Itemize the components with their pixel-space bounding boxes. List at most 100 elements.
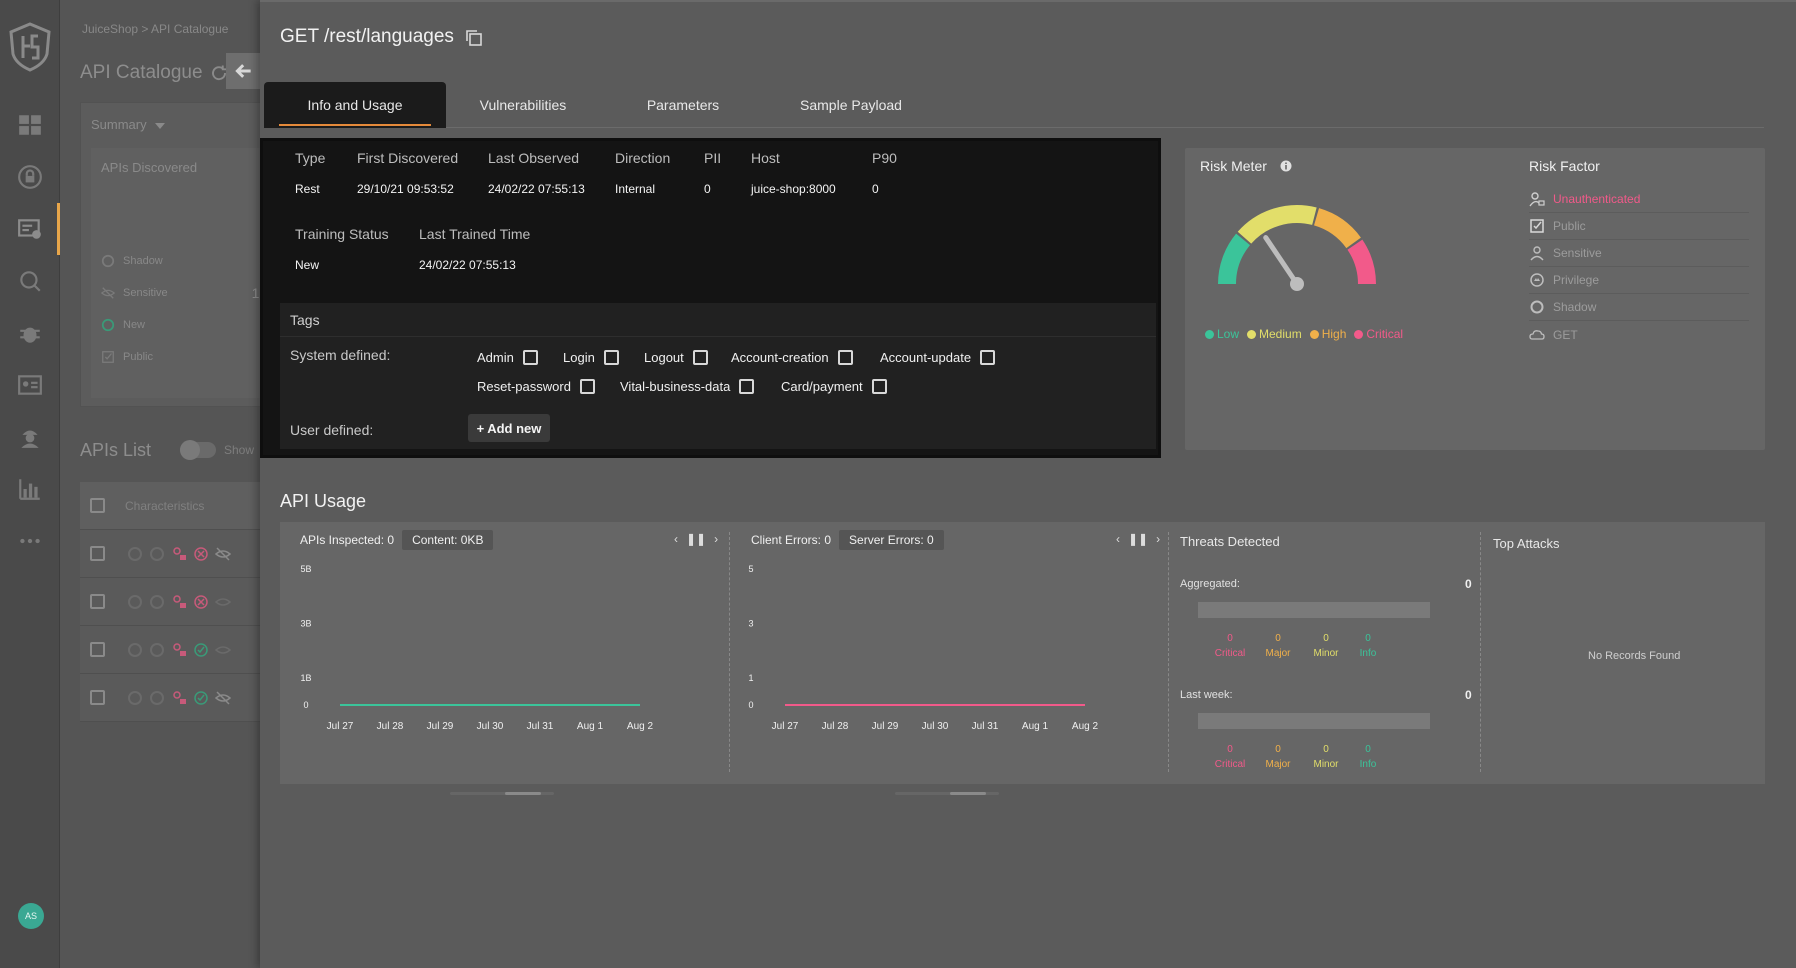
api-usage-title: API Usage	[280, 491, 367, 511]
tag-logout-checkbox[interactable]	[692, 350, 708, 365]
first-discovered-header: First Discovered	[357, 150, 459, 166]
gauge-arc-high	[1313, 208, 1361, 249]
tag-logout[interactable]: Logout	[644, 350, 708, 365]
chart-divider	[1168, 532, 1169, 772]
apis-list-title: APIs List	[80, 440, 152, 460]
tag-admin[interactable]: Admin	[477, 350, 538, 365]
table-row[interactable]	[80, 578, 260, 626]
tag-card-payment[interactable]: Card/payment	[781, 379, 887, 394]
content-pill[interactable]: Content: 0KB	[402, 530, 494, 550]
tag-login-checkbox[interactable]	[603, 350, 619, 365]
table-row[interactable]	[80, 530, 260, 578]
breadcrumb[interactable]: JuiceShop > API Catalogue	[82, 22, 229, 36]
direction-value: Internal	[615, 182, 656, 196]
risk-factor-shadow: Shadow	[1529, 294, 1749, 321]
prev-chevron-icon[interactable]: ‹	[1116, 532, 1120, 546]
tab-info-and-usage[interactable]: Info and Usage	[264, 82, 446, 128]
row-checkbox[interactable]	[90, 642, 105, 657]
chart-scrollbar-thumb[interactable]	[950, 792, 986, 795]
errors-chart: 0 1 3 5 Jul 27 Jul 28 Jul 29 Jul 30 Jul 31 Aug 1 A…	[748, 564, 1098, 732]
agg-critical-label: Critical	[1214, 648, 1246, 659]
copy-icon[interactable]	[464, 28, 484, 48]
discovered-shadow-row[interactable]: Shadow33	[101, 252, 260, 270]
tag-account-creation[interactable]: Account-creation	[731, 350, 853, 365]
lw-minor-value: 0	[1323, 744, 1329, 755]
discovered-sensitive-row[interactable]: Sensitive198	[101, 284, 260, 302]
discovered-public-row[interactable]: Public2	[101, 348, 260, 366]
aggregated-bar	[1198, 602, 1430, 618]
bug-icon[interactable]	[16, 319, 44, 347]
chart-scrollbar-thumb[interactable]	[505, 792, 541, 795]
tab-sample-payload[interactable]: Sample Payload	[800, 97, 902, 113]
tag-account-update-checkbox[interactable]	[980, 350, 996, 365]
pause-icon[interactable]: ❚❚	[686, 532, 707, 546]
table-row[interactable]	[80, 674, 260, 722]
info-icon[interactable]	[1280, 160, 1292, 172]
last-trained-value: 24/02/22 07:55:13	[419, 258, 516, 272]
tag-admin-checkbox[interactable]	[522, 350, 538, 365]
more-options-icon[interactable]	[16, 527, 44, 555]
tag-reset-password[interactable]: Reset-password	[477, 379, 595, 394]
add-new-tag-button[interactable]: + Add new	[468, 414, 550, 442]
select-all-checkbox[interactable]	[90, 498, 105, 513]
lw-minor-label: Minor	[1313, 759, 1339, 770]
lw-major-label: Major	[1265, 759, 1291, 770]
x-tick-label: Jul 29	[427, 721, 454, 732]
next-chevron-icon[interactable]: ›	[1156, 532, 1161, 546]
tag-login[interactable]: Login	[563, 350, 619, 365]
tag-vital-business-data[interactable]: Vital-business-data	[620, 379, 755, 394]
row-checkbox[interactable]	[90, 690, 105, 705]
circle-icon	[128, 594, 142, 609]
dashboard-icon[interactable]	[16, 111, 44, 139]
table-header-row: Characteristics	[80, 482, 260, 530]
lw-major-value: 0	[1275, 744, 1281, 755]
refresh-icon[interactable]	[210, 64, 228, 82]
next-chevron-icon[interactable]: ›	[714, 532, 719, 546]
hacker-icon[interactable]	[16, 423, 44, 451]
security-lock-icon[interactable]	[16, 163, 44, 191]
legend-critical: Critical	[1354, 327, 1403, 341]
user-avatar[interactable]: AS	[18, 903, 44, 929]
pii-header: PII	[704, 150, 722, 166]
new-badge-icon	[101, 318, 115, 332]
risk-factor-title: Risk Factor	[1529, 158, 1600, 174]
circle-icon	[128, 690, 142, 705]
chart-scrollbar-track[interactable]	[450, 792, 554, 795]
search-scan-icon[interactable]	[16, 267, 44, 295]
tag-vital-business-data-checkbox[interactable]	[739, 379, 755, 394]
collapse-back-button[interactable]	[226, 53, 260, 89]
agg-major-value: 0	[1275, 633, 1281, 644]
endpoint-detail-panel: GET /rest/languages Info and Usage Vulne…	[260, 0, 1796, 968]
tag-account-creation-checkbox[interactable]	[837, 350, 853, 365]
show-toggle[interactable]	[180, 440, 216, 460]
errors-chart-controls: ‹ ❚❚ ›	[1116, 532, 1160, 546]
discovered-new-row[interactable]: New4	[101, 316, 260, 334]
tag-account-update[interactable]: Account-update	[880, 350, 996, 365]
app-logo-icon[interactable]	[8, 22, 52, 72]
pause-icon[interactable]: ❚❚	[1128, 532, 1149, 546]
contact-card-icon[interactable]	[16, 371, 44, 399]
y-tick-label: 0	[748, 700, 753, 710]
tag-reset-password-checkbox[interactable]	[579, 379, 595, 394]
host-value: juice-shop:8000	[751, 182, 836, 196]
privilege-icon	[150, 546, 164, 561]
server-errors-pill[interactable]: Server Errors: 0	[839, 530, 944, 550]
agg-minor-value: 0	[1323, 633, 1329, 644]
lw-critical-label: Critical	[1214, 759, 1246, 770]
client-errors-label: Client Errors: 0	[751, 533, 832, 547]
risk-factor-get: GET	[1529, 321, 1749, 348]
table-row[interactable]	[80, 626, 260, 674]
chart-scrollbar-track[interactable]	[895, 792, 999, 795]
row-checkbox[interactable]	[90, 594, 105, 609]
tags-title: Tags	[280, 303, 1156, 337]
y-tick-label: 3B	[300, 619, 311, 629]
row-checkbox[interactable]	[90, 546, 105, 561]
tab-vulnerabilities[interactable]: Vulnerabilities	[479, 97, 567, 113]
tab-parameters[interactable]: Parameters	[646, 97, 720, 113]
summary-dropdown[interactable]: Summary	[91, 117, 165, 132]
gauge-hub	[1290, 277, 1304, 291]
api-catalogue-icon[interactable]	[16, 215, 44, 243]
prev-chevron-icon[interactable]: ‹	[674, 532, 678, 546]
reports-chart-icon[interactable]	[16, 475, 44, 503]
tag-card-payment-checkbox[interactable]	[871, 379, 887, 394]
